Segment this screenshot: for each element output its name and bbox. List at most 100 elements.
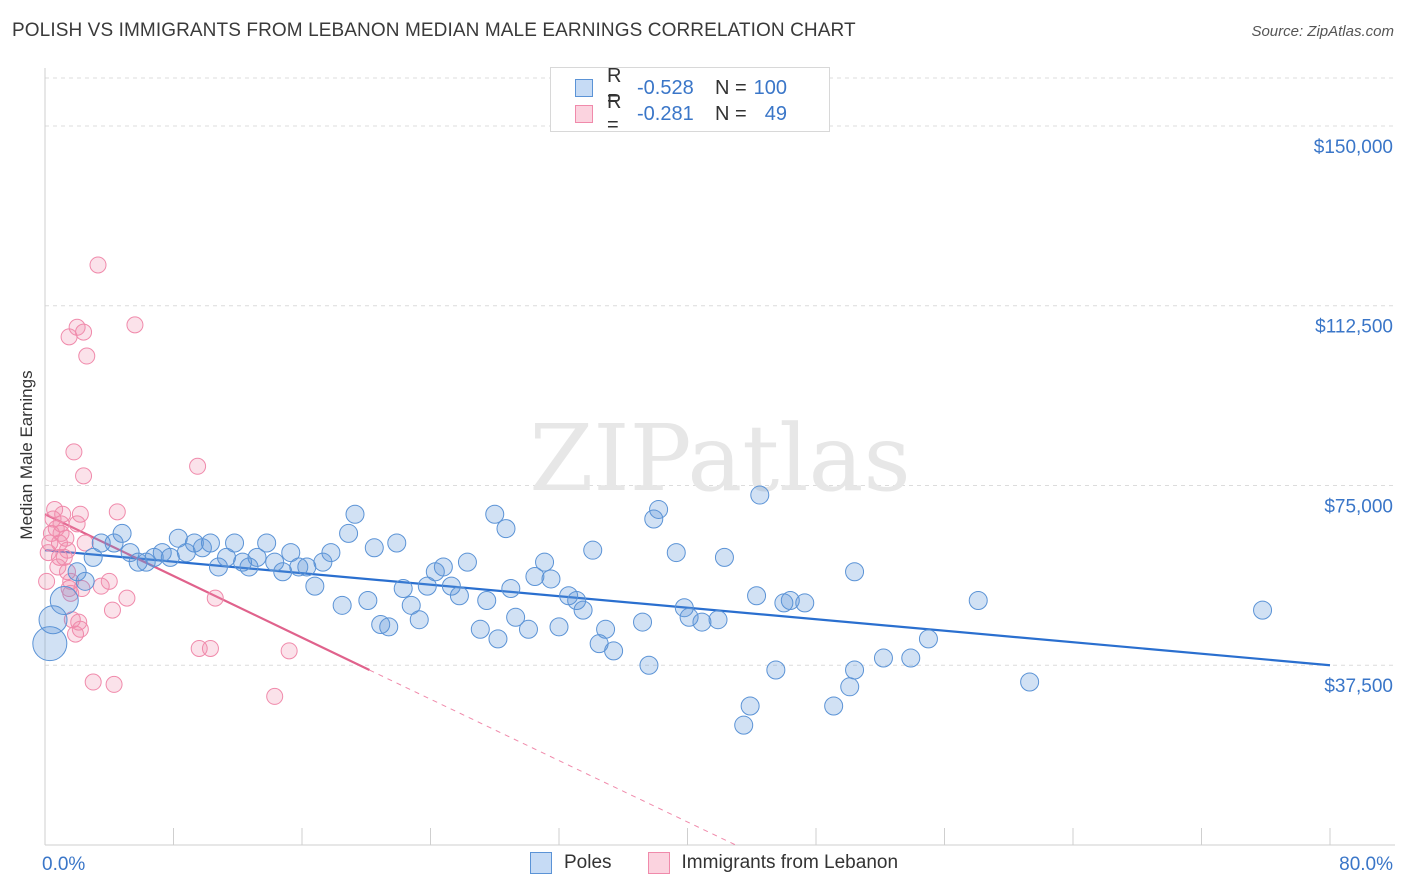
poles-point — [112, 523, 132, 543]
stats-legend: R = -0.528 N = 100 R = -0.281 N = 49 — [550, 65, 830, 136]
x-tick-labels: 0.0% 80.0% — [42, 854, 1393, 875]
poles-point — [708, 610, 728, 630]
poles-point — [449, 586, 469, 606]
legend-label-lebanon: Immigrants from Lebanon — [681, 852, 899, 873]
poles-point — [496, 519, 516, 539]
y-tick-label: $37,500 — [1324, 676, 1393, 697]
poles-point — [692, 612, 712, 632]
y-tick-label: $75,000 — [1324, 496, 1393, 517]
trend-lines — [44, 513, 1331, 846]
poles-point — [305, 576, 325, 596]
poles-point — [38, 605, 68, 635]
lebanon-point — [118, 589, 136, 607]
r-label: R = — [607, 65, 622, 110]
series-legend: Poles Immigrants from Lebanon — [530, 852, 934, 874]
poles-point — [379, 617, 399, 637]
poles-point — [525, 567, 545, 587]
lebanon-point — [75, 467, 93, 485]
x-tick-label: 80.0% — [1339, 854, 1393, 875]
poles-point — [485, 504, 505, 524]
poles-point — [666, 543, 686, 563]
poles-point — [297, 557, 317, 577]
poles-point — [840, 677, 860, 697]
r-label: R = — [607, 91, 622, 136]
poles-point — [387, 533, 407, 553]
poles-point — [918, 629, 938, 649]
lebanon-point — [108, 503, 126, 521]
poles-point — [968, 591, 988, 611]
poles-point — [345, 504, 365, 524]
lebanon-point — [58, 563, 76, 581]
lebanon-point — [201, 639, 219, 657]
poles-point — [67, 562, 87, 582]
lebanon-point — [52, 524, 70, 542]
poles-point — [714, 547, 734, 567]
poles-point — [239, 557, 259, 577]
lebanon-swatch — [575, 105, 593, 123]
lebanon-point — [103, 601, 121, 619]
poles-point — [583, 540, 603, 560]
poles-point — [567, 591, 587, 611]
poles-point — [549, 617, 569, 637]
poles-point — [518, 619, 538, 639]
lebanon-point — [65, 443, 83, 461]
poles-point — [649, 499, 669, 519]
poles-point — [477, 591, 497, 611]
poles-point — [780, 591, 800, 611]
poles-point — [679, 607, 699, 627]
poles-point — [257, 533, 277, 553]
lebanon-point — [189, 457, 207, 475]
series-lebanon-points — [38, 256, 298, 705]
n-label: N = — [715, 102, 747, 125]
poles-point — [1020, 672, 1040, 692]
poles-point — [824, 696, 844, 716]
lebanon-point — [71, 620, 89, 638]
poles-point — [401, 595, 421, 615]
lebanon-point — [280, 642, 298, 660]
legend-item-lebanon: Immigrants from Lebanon — [647, 852, 899, 874]
poles-point — [393, 579, 413, 599]
poles-point — [506, 607, 526, 627]
x-tick-label: 0.0% — [42, 854, 85, 875]
poles-point — [225, 533, 245, 553]
poles-point — [674, 598, 694, 618]
lebanon-point — [50, 548, 68, 566]
poles-point — [75, 571, 95, 591]
legend-row-poles: R = -0.528 N = 100 — [575, 65, 787, 110]
poles-point — [766, 660, 786, 680]
poles-point — [289, 557, 309, 577]
poles-point — [644, 509, 664, 529]
poles-point — [470, 619, 490, 639]
lebanon-trend-line — [44, 513, 370, 672]
lebanon-point — [54, 505, 72, 523]
axes — [44, 68, 1395, 846]
lebanon-point — [68, 515, 86, 533]
poles-point — [633, 612, 653, 632]
gridlines — [45, 77, 1395, 666]
poles-point — [321, 543, 341, 563]
poles-point — [740, 696, 760, 716]
poles-point — [417, 576, 437, 596]
lebanon-point — [105, 675, 123, 693]
poles-point — [273, 562, 293, 582]
poles-point — [32, 626, 68, 662]
poles-point — [358, 591, 378, 611]
legend-row-lebanon: R = -0.281 N = 49 — [575, 91, 787, 136]
poles-point — [313, 552, 333, 572]
lebanon-point — [76, 534, 94, 552]
poles-point — [639, 655, 659, 675]
y-axis-label: Median Male Earnings — [17, 370, 36, 539]
chart-title: POLISH VS IMMIGRANTS FROM LEBANON MEDIAN… — [12, 20, 856, 41]
poles-point — [247, 547, 267, 567]
source-note: Source: ZipAtlas.com — [1251, 23, 1394, 40]
poles-point — [873, 648, 893, 668]
lebanon-swatch — [647, 852, 670, 874]
poles-point — [596, 619, 616, 639]
lebanon-point — [78, 347, 96, 365]
poles-point — [160, 547, 180, 567]
legend-label-poles: Poles — [564, 852, 612, 873]
lebanon-point — [266, 687, 284, 705]
lebanon-trend-extension — [369, 669, 736, 846]
poles-point — [535, 552, 555, 572]
